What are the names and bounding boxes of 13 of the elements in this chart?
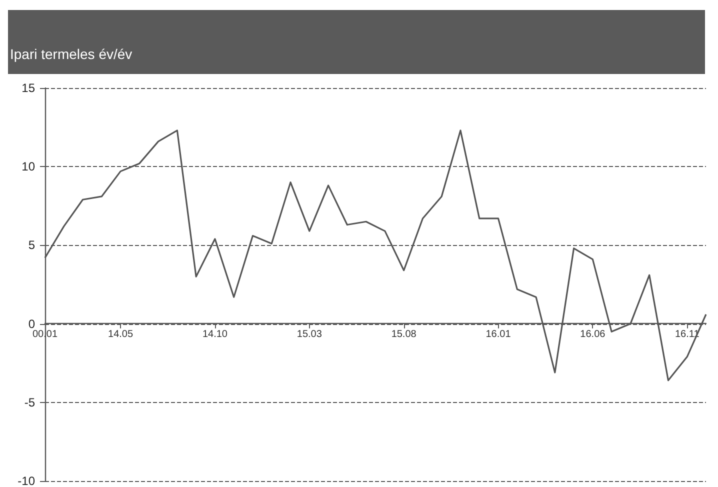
- y-tick-label: 0: [28, 316, 36, 331]
- y-tick-label: 15: [22, 81, 36, 95]
- x-tick-label: 16.01: [486, 328, 512, 340]
- y-tick-label: 10: [22, 160, 36, 174]
- y-tick-label: -10: [18, 474, 36, 487]
- chart-title: Ipari termeles év/év: [10, 46, 132, 62]
- x-tick-label: 14.10: [202, 328, 228, 340]
- x-tick-label: 16.06: [580, 328, 606, 340]
- y-tick-label: -5: [24, 395, 36, 410]
- x-tick-label: 14.05: [108, 328, 134, 340]
- y-tick-label: 5: [28, 238, 36, 252]
- x-tick-label: 15.08: [391, 328, 417, 340]
- x-tick-label: 15.03: [296, 328, 322, 340]
